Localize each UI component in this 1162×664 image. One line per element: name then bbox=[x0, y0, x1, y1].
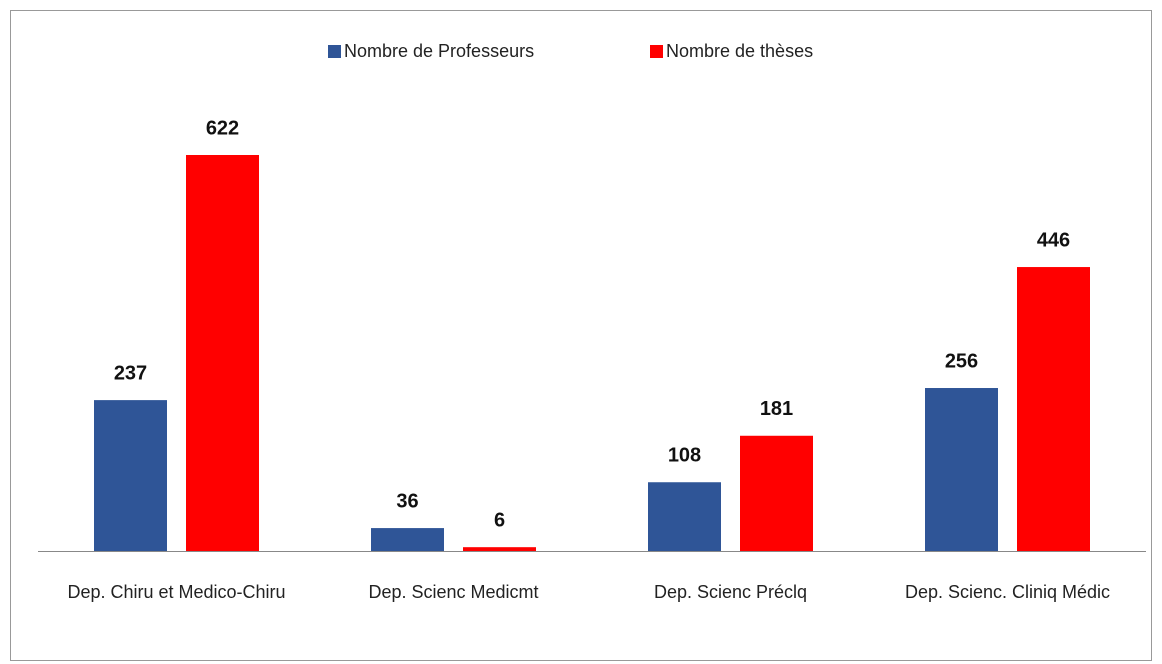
chart-border bbox=[10, 10, 1152, 661]
bar bbox=[371, 528, 444, 551]
data-label: 237 bbox=[114, 362, 147, 384]
bar bbox=[463, 547, 536, 551]
x-tick-label: Dep. Chiru et Medico-Chiru bbox=[67, 582, 286, 602]
bar bbox=[925, 388, 998, 551]
bar bbox=[740, 435, 813, 551]
bar bbox=[648, 482, 721, 551]
bar bbox=[94, 400, 167, 551]
x-tick-label: Dep. Scienc Medicmt bbox=[368, 582, 539, 602]
x-tick-label: Dep. Scienc. Cliniq Médic bbox=[904, 582, 1111, 602]
legend-label: Nombre de thèses bbox=[666, 41, 813, 61]
data-label: 36 bbox=[396, 490, 418, 512]
data-label: 181 bbox=[760, 398, 793, 420]
bar bbox=[1017, 267, 1090, 551]
x-tick-label: Dep. Scienc Préclq bbox=[653, 582, 808, 602]
bar bbox=[186, 155, 259, 551]
legend-label: Nombre de Professeurs bbox=[344, 41, 534, 61]
legend-swatch bbox=[328, 45, 341, 58]
legend-swatch bbox=[650, 45, 663, 58]
data-label: 622 bbox=[206, 117, 239, 139]
data-label: 6 bbox=[494, 509, 505, 531]
data-label: 108 bbox=[668, 445, 701, 467]
data-label: 256 bbox=[945, 350, 978, 372]
data-label: 446 bbox=[1037, 229, 1070, 251]
